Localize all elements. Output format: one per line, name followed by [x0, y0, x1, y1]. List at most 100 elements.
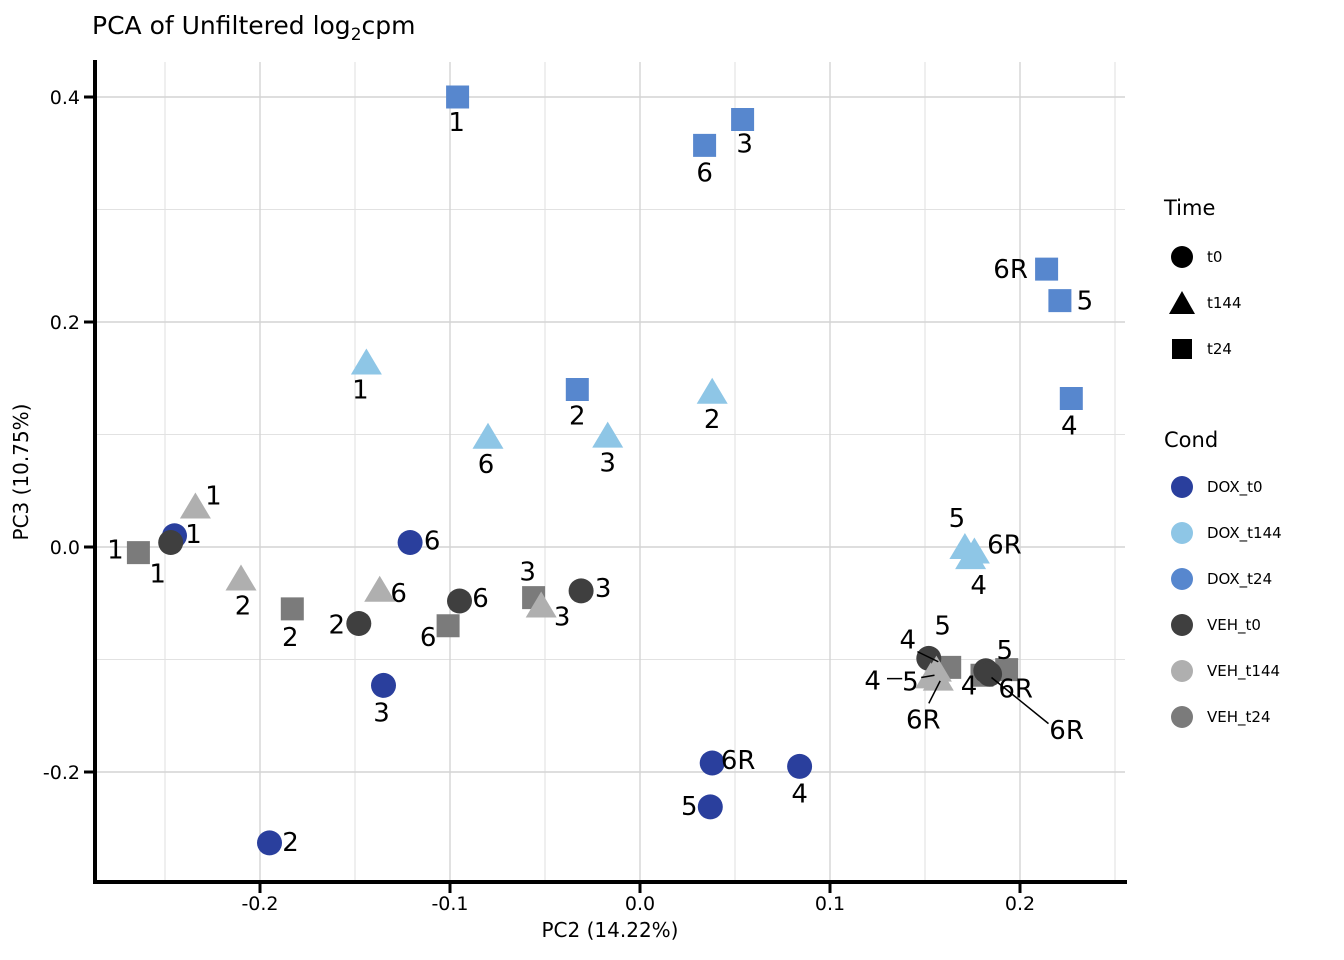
- data-point-DOX_t24-5: [1048, 289, 1072, 313]
- point-label-DOX_t144-5: 5: [949, 504, 966, 534]
- point-label-DOX_t0-1: 1: [185, 520, 202, 550]
- data-point-DOX_t144-6R: [958, 537, 990, 564]
- legend: Time t0 t144 t24 Cond: [1164, 196, 1340, 740]
- point-label-VEH_t144-6R: 6R: [906, 706, 941, 736]
- data-point-DOX_t24-4: [1059, 387, 1083, 410]
- legend-item-label: VEH_t144: [1207, 662, 1281, 680]
- x-tick-label: 0.0: [625, 893, 655, 915]
- point-label-VEH_t0-6R: 6R: [1049, 716, 1084, 746]
- data-point-DOX_t0-2: [257, 830, 282, 856]
- point-label-DOX_t0-6: 6: [424, 527, 441, 557]
- data-point-DOX_t144-1: [350, 348, 382, 375]
- y-tick-label: 0.0: [50, 537, 80, 559]
- point-label-VEH_t24-6: 6: [420, 623, 437, 653]
- data-point-VEH_t0-2: [346, 611, 372, 636]
- data-point-VEH_t144-6R: [922, 664, 954, 691]
- data-point-VEH_t24-1: [126, 541, 150, 565]
- legend-item-t0: t0: [1164, 234, 1340, 280]
- plot-title-suffix: cpm: [361, 11, 416, 40]
- data-point-DOX_t24-6R: [1035, 257, 1059, 281]
- data-point-DOX_t0-4: [787, 753, 813, 779]
- data-point-VEH_t24-6: [436, 614, 460, 638]
- label-leader-line: [917, 650, 939, 663]
- point-label-VEH_t144-2: 2: [235, 592, 252, 622]
- point-label-VEH_t144-1: 1: [205, 482, 222, 512]
- y-axis-title: PC3 (10.75%): [9, 404, 33, 541]
- x-tick-label: -0.2: [241, 893, 278, 915]
- point-label-DOX_t144-1: 1: [352, 376, 369, 406]
- color-swatch-icon: [1171, 568, 1193, 590]
- point-label-VEH_t24-2: 2: [282, 623, 299, 653]
- point-label-DOX_t24-4: 4: [1061, 412, 1078, 442]
- triangle-icon: [1169, 291, 1195, 314]
- y-tick-label: -0.2: [43, 762, 80, 784]
- point-label-DOX_t0-6R: 6R: [721, 746, 756, 776]
- point-label-DOX_t144-2: 2: [704, 405, 721, 435]
- point-label-VEH_t24-5: 5: [934, 611, 951, 641]
- x-axis-title: PC2 (14.22%): [542, 918, 679, 942]
- legend-item-dox-t24: DOX_t24: [1164, 556, 1340, 602]
- legend-item-label: DOX_t0: [1207, 478, 1263, 496]
- data-point-VEH_t144-2: [225, 564, 257, 591]
- y-tick-label: 0.4: [50, 87, 80, 109]
- data-point-VEH_t0-3: [568, 578, 594, 604]
- legend-item-dox-t144: DOX_t144: [1164, 510, 1340, 556]
- point-label-DOX_t0-3: 3: [373, 698, 390, 728]
- legend-time-items: t0 t144 t24: [1164, 234, 1340, 372]
- plot-title-subscript: 2: [350, 25, 362, 45]
- point-label-DOX_t24-1: 1: [448, 108, 465, 138]
- data-point-DOX_t24-1: [446, 85, 470, 109]
- legend-item-t144: t144: [1164, 280, 1340, 326]
- point-label-DOX_t144-4: 4: [970, 571, 987, 601]
- point-label-VEH_t0-4: 4: [900, 625, 917, 655]
- label-leader-line: [928, 680, 941, 704]
- legend-item-veh-t0: VEH_t0: [1164, 602, 1340, 648]
- data-point-VEH_t144-1: [179, 492, 211, 519]
- point-label-VEH_t144-3: 3: [554, 603, 571, 633]
- label-leader-line: [991, 676, 1049, 725]
- point-label-VEH_t144-6: 6: [390, 579, 407, 609]
- data-point-DOX_t0-5: [697, 794, 723, 820]
- legend-item-label: DOX_t144: [1207, 524, 1282, 542]
- data-point-DOX_t24-3: [731, 108, 755, 131]
- data-point-VEH_t24-2: [280, 597, 304, 621]
- point-label-DOX_t24-5: 5: [1077, 287, 1094, 317]
- x-tick-label: -0.1: [431, 893, 468, 915]
- data-point-DOX_t24-6: [693, 133, 717, 157]
- point-label-VEH_t0-2: 2: [329, 611, 346, 641]
- data-point-VEH_t0-1: [158, 530, 184, 555]
- data-point-VEH_t144-3: [525, 591, 557, 618]
- plot-title-prefix: PCA of Unfiltered log: [92, 11, 351, 40]
- data-point-DOX_t24-2: [565, 378, 589, 401]
- data-point-DOX_t0-6R: [699, 750, 725, 776]
- color-swatch-icon: [1171, 660, 1193, 682]
- point-label-VEH_t144-5: 5: [902, 668, 919, 698]
- point-label-DOX_t0-5: 5: [681, 792, 698, 822]
- legend-item-label: t24: [1207, 340, 1232, 358]
- point-label-VEH_t0-5: 5: [997, 636, 1014, 666]
- data-point-DOX_t144-6: [472, 422, 504, 449]
- point-label-DOX_t144-6: 6: [478, 450, 495, 480]
- legend-item-label: DOX_t24: [1207, 570, 1273, 588]
- point-label-DOX_t144-3: 3: [599, 449, 616, 479]
- legend-item-label: t144: [1207, 294, 1242, 312]
- legend-item-label: VEH_t0: [1207, 616, 1261, 634]
- point-label-VEH_t0-3: 3: [595, 574, 612, 604]
- color-swatch-icon: [1171, 522, 1193, 544]
- point-label-VEH_t144-4: 4: [864, 666, 881, 696]
- legend-item-t24: t24: [1164, 326, 1340, 372]
- data-point-VEH_t144-6: [364, 575, 396, 602]
- point-label-VEH_t0-1: 1: [149, 560, 166, 590]
- legend-item-label: VEH_t24: [1207, 708, 1271, 726]
- point-label-DOX_t144-6R: 6R: [987, 531, 1022, 561]
- circle-icon: [1171, 246, 1193, 268]
- legend-item-veh-t144: VEH_t144: [1164, 648, 1340, 694]
- point-label-VEH_t24-6R: 6R: [998, 675, 1033, 705]
- legend-item-dox-t0: DOX_t0: [1164, 464, 1340, 510]
- legend-cond: Cond DOX_t0 DOX_t144 DOX_t24 VEH_t0: [1164, 428, 1340, 740]
- x-tick-label: 0.2: [1005, 893, 1035, 915]
- point-label-DOX_t24-6R: 6R: [993, 255, 1028, 285]
- point-label-VEH_t24-3: 3: [519, 558, 536, 588]
- data-point-DOX_t0-6: [397, 530, 423, 555]
